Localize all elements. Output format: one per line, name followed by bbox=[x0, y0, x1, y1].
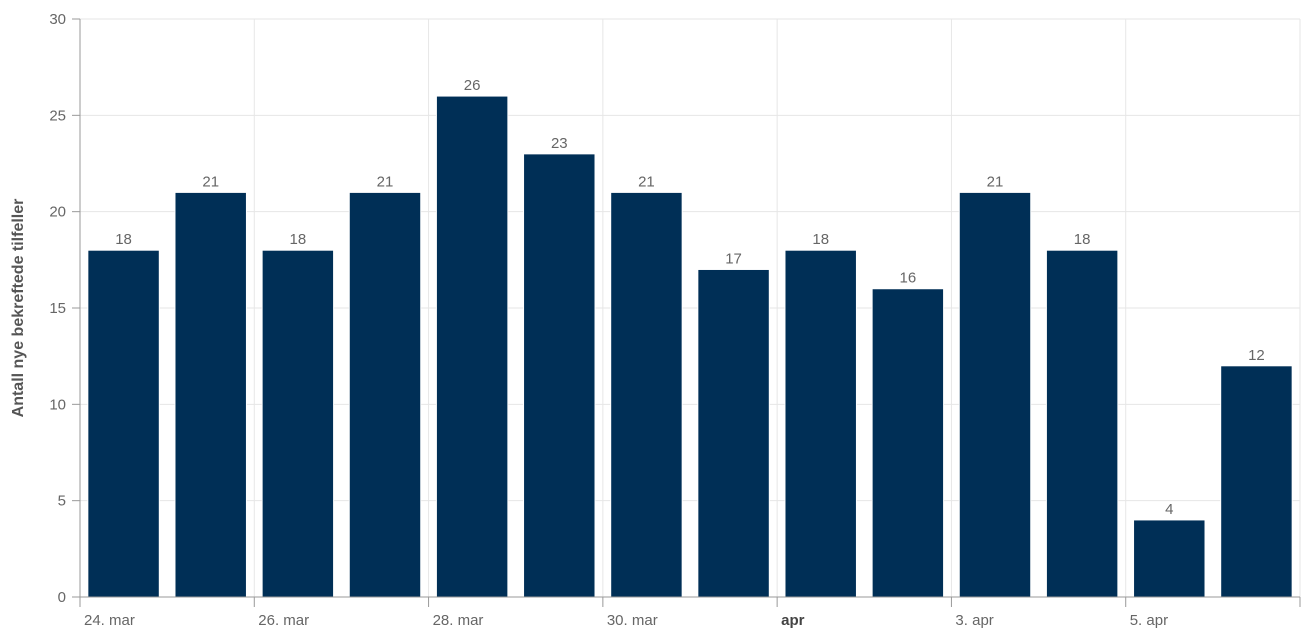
bar-value-label: 18 bbox=[812, 231, 829, 248]
bar bbox=[523, 153, 596, 598]
x-tick-label: apr bbox=[781, 612, 805, 629]
bar bbox=[610, 191, 683, 598]
y-axis-label: Antall nye bekreftede tilfeller bbox=[10, 199, 27, 418]
y-tick-label: 10 bbox=[49, 396, 66, 413]
x-tick-label: 5. apr bbox=[1130, 612, 1168, 629]
bar bbox=[871, 288, 945, 598]
bar bbox=[87, 249, 160, 598]
bar bbox=[435, 95, 509, 598]
bar-value-label: 21 bbox=[377, 173, 394, 190]
bar bbox=[261, 249, 335, 598]
bar-value-label: 16 bbox=[900, 270, 917, 287]
bar-value-label: 21 bbox=[638, 173, 655, 190]
bar bbox=[174, 191, 247, 598]
y-tick-label: 0 bbox=[58, 589, 66, 606]
bar bbox=[784, 249, 857, 598]
x-tick-label: 28. mar bbox=[433, 612, 484, 629]
data-labels: 18 21 18 21 26 23 21 17 18 16 21 18 4 12 bbox=[115, 77, 1265, 518]
bar-value-label: 21 bbox=[202, 173, 219, 190]
bar-value-label: 21 bbox=[987, 173, 1004, 190]
x-tick-label: 26. mar bbox=[258, 612, 309, 629]
bar-value-label: 23 bbox=[551, 135, 568, 152]
y-tick-label: 25 bbox=[49, 107, 66, 124]
bar bbox=[1133, 519, 1206, 598]
bar-value-label: 18 bbox=[290, 231, 307, 248]
x-tick-label: 30. mar bbox=[607, 612, 658, 629]
bar bbox=[1045, 249, 1119, 598]
bar-value-label: 26 bbox=[464, 77, 481, 94]
bars bbox=[87, 95, 1293, 598]
bar-value-label: 18 bbox=[115, 231, 132, 248]
x-tick-label: 24. mar bbox=[84, 612, 135, 629]
bar bbox=[1220, 365, 1293, 598]
bar bbox=[697, 268, 770, 598]
axes: 0 5 10 15 20 25 30 24. mar 26. mar 28. mar 30. mar… bbox=[49, 11, 1301, 629]
bar-value-label: 12 bbox=[1248, 347, 1265, 364]
bar bbox=[958, 191, 1032, 598]
x-tick-label: 3. apr bbox=[955, 612, 993, 629]
bar-value-label: 4 bbox=[1165, 501, 1173, 518]
y-tick-label: 20 bbox=[49, 204, 66, 221]
bar-value-label: 18 bbox=[1074, 231, 1091, 248]
y-tick-label: 15 bbox=[49, 300, 66, 317]
y-tick-label: 5 bbox=[58, 493, 66, 510]
bar-value-label: 17 bbox=[725, 250, 742, 267]
y-tick-label: 30 bbox=[49, 11, 66, 28]
bar bbox=[348, 191, 422, 598]
